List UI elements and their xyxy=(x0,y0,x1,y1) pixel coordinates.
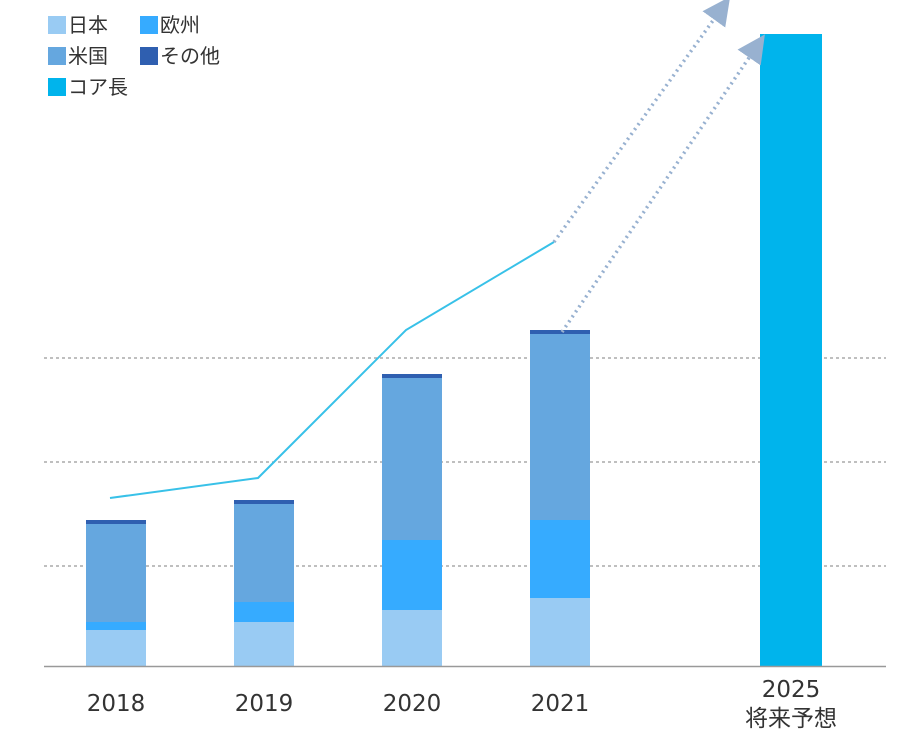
bar-2018-3 xyxy=(86,524,146,622)
bar-2020-4 xyxy=(382,374,442,378)
bar-2021-3 xyxy=(530,334,590,520)
bar-2018-2 xyxy=(86,622,146,630)
gridlines xyxy=(44,357,886,567)
bar-2019-4 xyxy=(234,500,294,504)
tick-label-2018: 2018 xyxy=(87,691,146,717)
bar-2019-1 xyxy=(234,622,294,666)
legend-swatch-4 xyxy=(140,47,158,65)
bar-2021-2 xyxy=(530,520,590,598)
tick-label-2021: 2021 xyxy=(531,691,590,717)
projection-arrow-bar xyxy=(560,34,765,333)
legend-label-3: 米国 xyxy=(68,44,108,68)
tick-label-2020: 2020 xyxy=(383,691,442,717)
bar-2020-3 xyxy=(382,378,442,540)
bar-2025-projection xyxy=(760,34,822,666)
tick-label-2019: 2019 xyxy=(235,691,294,717)
core-length-polyline xyxy=(109,241,555,499)
bar-2020-2 xyxy=(382,540,442,610)
core-length-line xyxy=(109,241,555,499)
legend-label-2: 欧州 xyxy=(160,13,200,37)
legend-swatch-2 xyxy=(140,16,158,34)
projection-arrow-line xyxy=(552,0,731,244)
legend-label-5: コア長 xyxy=(68,75,128,99)
bar-2019-3 xyxy=(234,504,294,602)
tick-label-projection-1: 2025 xyxy=(762,677,821,703)
x-axis: 2018 2019 2020 2021 2025 将来予想 xyxy=(44,665,886,732)
legend-swatch-3 xyxy=(48,47,66,65)
legend-swatch-5 xyxy=(48,78,66,96)
bars xyxy=(86,34,822,666)
legend-label-4: その他 xyxy=(160,44,220,68)
bar-2021-1 xyxy=(530,598,590,666)
legend-swatch-1 xyxy=(48,16,66,34)
bar-2021-4 xyxy=(530,330,590,334)
bar-2019-2 xyxy=(234,602,294,622)
tick-label-projection-2: 将来予想 xyxy=(745,706,837,732)
bar-2020-1 xyxy=(382,610,442,666)
legend-label-1: 日本 xyxy=(68,13,108,37)
bar-2018-1 xyxy=(86,630,146,666)
projection-arrows xyxy=(552,0,765,333)
bar-2018-4 xyxy=(86,520,146,524)
